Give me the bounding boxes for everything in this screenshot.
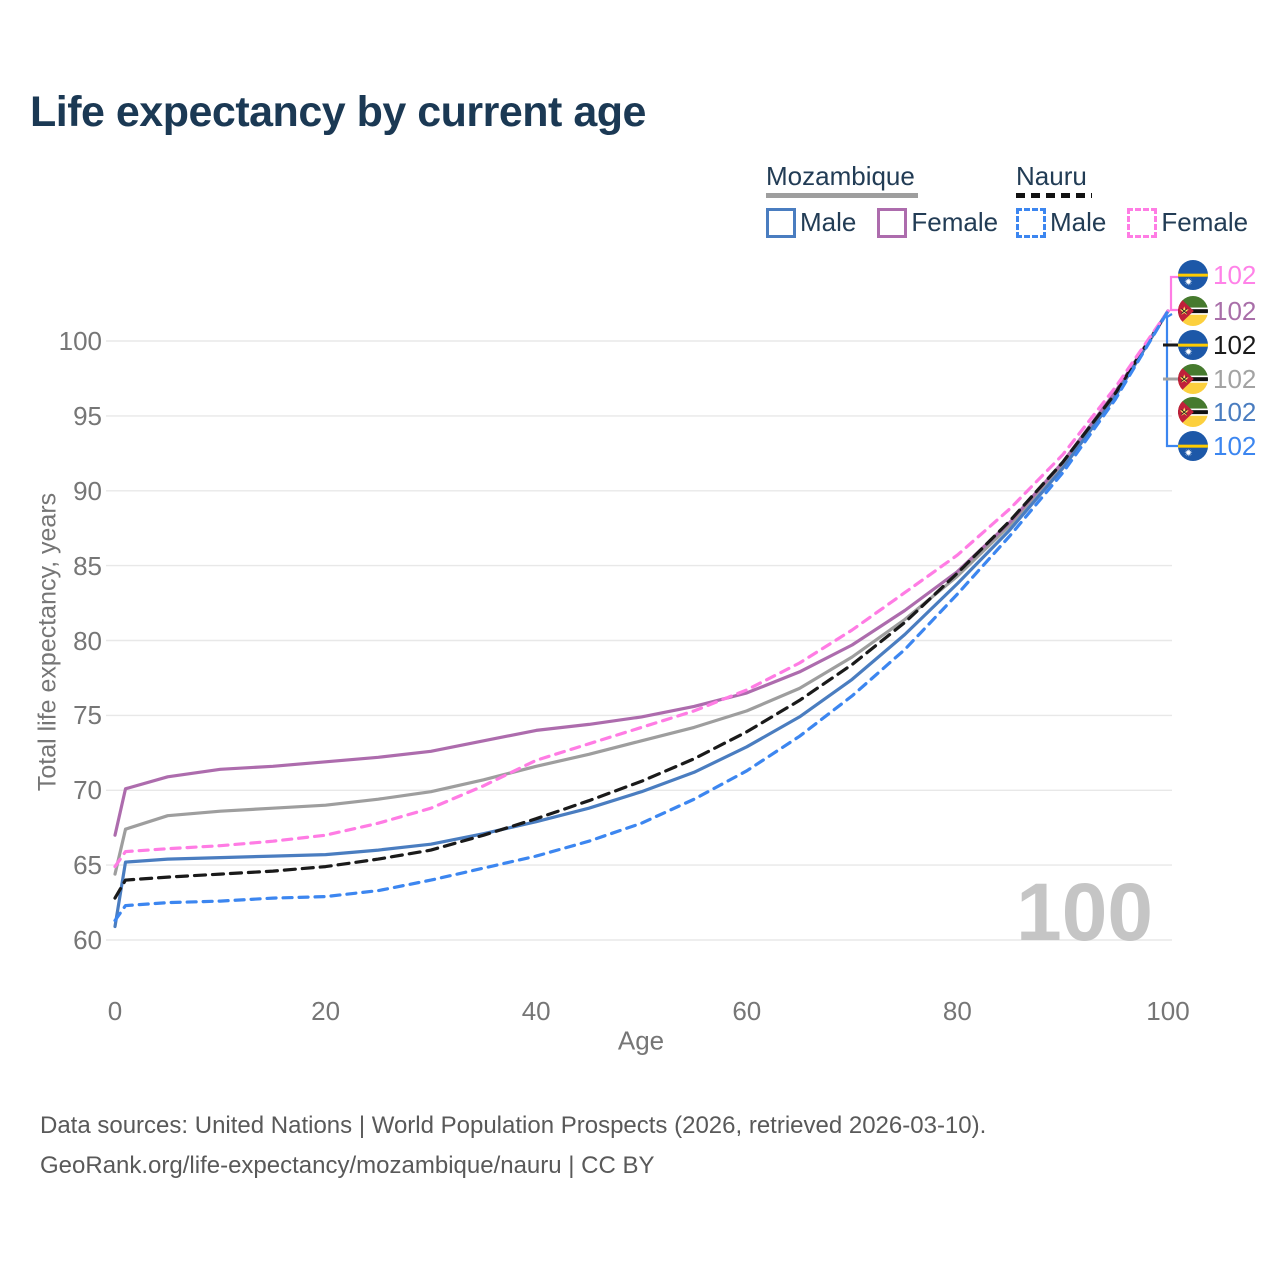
x-tick-40: 40 [521,996,551,1026]
nauru-male-swatch[interactable] [1016,207,1046,238]
mozambique-flag-icon [1178,397,1208,427]
footer: Data sources: United Nations | World Pop… [40,1106,986,1186]
mozambique-total-line-swatch [766,193,918,198]
x-tick-20: 20 [311,996,341,1026]
end-value: 102 [1213,260,1257,290]
line-nauru-male[interactable] [113,309,1170,923]
footer-attribution: GeoRank.org/life-expectancy/mozambique/n… [40,1152,655,1179]
y-tick-70: 70 [73,775,102,806]
page-title: Life expectancy by current age [30,88,646,136]
y-tick-100: 100 [58,326,102,356]
end-value: 102 [1213,397,1257,427]
line-nauru-female[interactable] [113,309,1170,869]
mozambique-flag-icon [1178,296,1208,326]
y-axis-title: Total life expectancy, years [33,492,62,792]
end-label-nauru-male: 102 [1178,430,1256,462]
end-label-mozambique-female: 102 [1178,295,1256,327]
y-tick-80: 80 [73,625,102,656]
footer-sources: Data sources: United Nations | World Pop… [40,1112,987,1139]
mozambique-female-swatch[interactable] [877,207,908,238]
legend-mozambique-title[interactable]: Mozambique [766,161,915,191]
line-mozambique-male[interactable] [113,309,1170,929]
nauru-total-line-swatch [1016,193,1092,198]
x-axis-title: Age [617,1025,665,1056]
x-tick-60: 60 [732,996,762,1026]
end-value: 102 [1213,431,1257,461]
y-tick-85: 85 [73,550,102,581]
mozambique-female-label[interactable]: Female [911,207,999,237]
connector-female-bracket [1169,275,1181,312]
y-tick-65: 65 [73,850,102,881]
connector-male-bracket [1165,313,1181,448]
line-mozambique-female[interactable] [113,309,1170,837]
legend-group-mozambique: Mozambique Male Female [766,162,1019,238]
nauru-flag-icon [1178,431,1208,461]
nauru-flag-icon [1178,260,1208,290]
end-value: 102 [1213,296,1257,326]
line-nauru[interactable] [113,309,1170,900]
x-tick-100: 100 [1146,996,1190,1026]
y-tick-90: 90 [73,475,102,506]
y-tick-95: 95 [73,400,102,431]
x-tick-80: 80 [942,996,972,1026]
end-label-nauru-female: 102 [1178,259,1256,291]
mozambique-male-label[interactable]: Male [800,207,857,237]
y-tick-75: 75 [73,700,102,731]
mozambique-male-swatch[interactable] [766,207,796,238]
legend-nauru-title[interactable]: Nauru [1016,161,1087,191]
mozambique-flag-icon [1178,364,1208,394]
x-tick-0: 0 [107,996,123,1026]
end-value: 102 [1213,364,1257,394]
end-value: 102 [1213,330,1257,360]
end-label-nauru: 102 [1178,329,1256,361]
nauru-flag-icon [1178,330,1208,360]
legend-group-nauru: Nauru Male Female [1016,162,1269,238]
end-label-mozambique: 102 [1178,363,1256,395]
nauru-female-label[interactable]: Female [1161,207,1249,237]
end-label-mozambique-male: 102 [1178,396,1256,428]
nauru-male-label[interactable]: Male [1050,207,1107,237]
line-mozambique[interactable] [113,309,1170,876]
y-tick-60: 60 [73,925,102,955]
age-counter-watermark: 100 [1016,867,1153,958]
nauru-female-swatch[interactable] [1127,207,1158,238]
